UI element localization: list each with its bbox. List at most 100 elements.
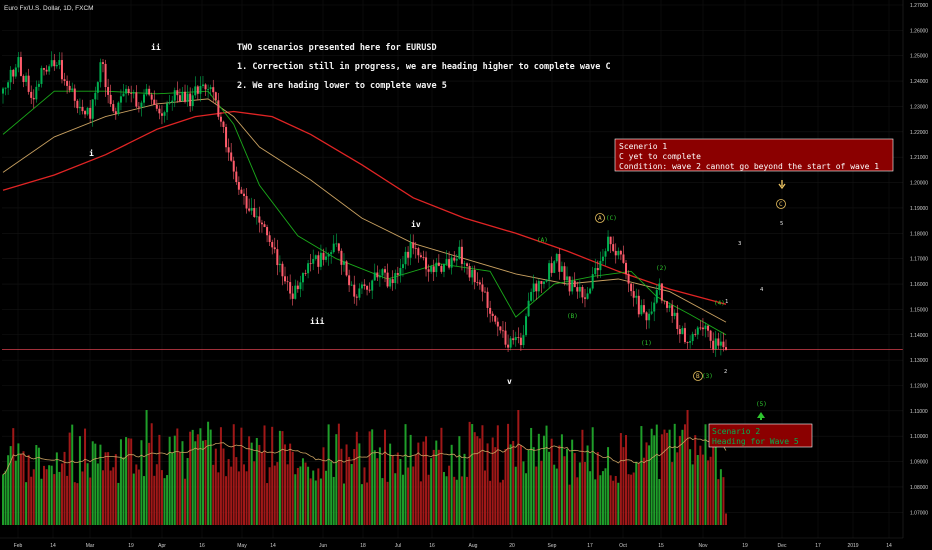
- volume-bar: [296, 467, 299, 525]
- projection-labels: 1 2 3 4 5: [724, 221, 783, 375]
- candle-body: [481, 284, 484, 292]
- candle-body: [273, 247, 276, 250]
- volume-bar: [666, 432, 669, 525]
- volume-bar: [648, 445, 651, 525]
- candle-body: [258, 216, 261, 223]
- volume-bar: [673, 423, 676, 525]
- down-arrow-icon: [778, 180, 786, 190]
- volume-bar: [671, 462, 674, 525]
- x-tick-label: 15: [658, 543, 664, 549]
- volume-bar: [9, 446, 12, 525]
- candle-body: [260, 222, 263, 225]
- y-tick-label: 1.14000: [910, 333, 928, 339]
- volume-bar: [645, 442, 648, 525]
- candle-body: [407, 251, 410, 258]
- candle-body: [266, 227, 269, 236]
- volume-bar: [545, 425, 548, 525]
- candle-body: [130, 93, 133, 94]
- volume-bar: [514, 466, 517, 525]
- volume-bar: [594, 479, 597, 525]
- candle-body: [325, 256, 328, 260]
- candle-body: [596, 268, 599, 271]
- candle-body: [332, 243, 335, 253]
- volume-bar: [37, 447, 40, 525]
- volume-bar: [14, 460, 17, 525]
- y-tick-label: 1.16000: [910, 282, 928, 288]
- candle-body: [225, 126, 228, 148]
- y-tick-label: 1.11000: [910, 409, 928, 415]
- volume-bar: [153, 475, 156, 525]
- candle-body: [466, 263, 469, 267]
- volume-bar: [486, 443, 489, 525]
- candle-body: [312, 259, 315, 264]
- volume-bar: [460, 476, 463, 525]
- candle-body: [363, 284, 366, 286]
- volume-bar: [191, 429, 194, 525]
- volume-bar: [50, 465, 53, 525]
- candle-body: [550, 263, 553, 273]
- volume-bar: [425, 436, 428, 525]
- volume-bar: [63, 451, 66, 525]
- y-tick-label: 1.17000: [910, 257, 928, 263]
- candle-body: [555, 253, 558, 262]
- volume-bar: [163, 478, 166, 525]
- y-tick-label: 1.20000: [910, 181, 928, 187]
- volume-bar: [230, 466, 233, 525]
- volume-bar: [204, 439, 207, 525]
- candle-body: [394, 273, 397, 284]
- volume-bar: [350, 464, 353, 525]
- volume-bar: [542, 435, 545, 525]
- x-tick-label: 14: [50, 543, 56, 549]
- candle-body: [391, 279, 394, 284]
- volume-bar: [678, 435, 681, 525]
- y-tick-label: 1.22000: [910, 130, 928, 136]
- candle-body: [414, 248, 417, 249]
- candle-body: [122, 93, 125, 97]
- volume-bar: [96, 463, 99, 525]
- candle-body: [243, 193, 245, 197]
- volume-bar: [550, 438, 553, 525]
- volume-bar: [43, 465, 46, 525]
- candle-body: [184, 91, 187, 102]
- volume-bar: [17, 443, 20, 525]
- volume-bar: [342, 483, 345, 525]
- candle-body: [60, 60, 63, 80]
- volume-bar: [653, 435, 656, 525]
- candle-body: [427, 269, 430, 272]
- volume-bar: [240, 427, 243, 525]
- volume-bar: [384, 429, 387, 525]
- volume-bar: [253, 461, 256, 525]
- candle-body: [660, 283, 663, 301]
- volume-bar: [196, 434, 199, 525]
- candle-body: [340, 250, 343, 265]
- candle-body: [19, 57, 22, 76]
- candle-body: [327, 254, 330, 257]
- wave-label-2: (2): [656, 265, 667, 272]
- volume-bar: [476, 436, 479, 525]
- projection-label-4: 4: [760, 287, 764, 293]
- y-tick-label: 1.21000: [910, 155, 928, 161]
- volume-bar: [578, 462, 581, 525]
- volume-bar: [217, 472, 220, 525]
- candle-body: [371, 280, 374, 291]
- volume-bar: [427, 474, 430, 525]
- candle-body: [63, 79, 66, 81]
- wave-label-C: (C): [606, 215, 617, 222]
- volume-bar: [632, 472, 635, 525]
- candle-body: [722, 341, 725, 348]
- candle-body: [571, 280, 574, 292]
- volume-bar: [73, 482, 76, 525]
- volume-bar: [171, 452, 174, 525]
- annotation-line-1: TWO scenarios presented here for EURUSD: [237, 42, 437, 53]
- volume-bar: [627, 474, 630, 525]
- candle-body: [268, 235, 271, 242]
- candle-body: [255, 216, 258, 218]
- candle-body: [425, 257, 428, 270]
- x-tick-label: 2019: [847, 543, 858, 549]
- volume-bar: [353, 449, 356, 525]
- volume-bar: [22, 451, 25, 525]
- candle-body: [430, 266, 433, 272]
- volume-bar: [140, 440, 143, 525]
- candle-body: [632, 291, 635, 298]
